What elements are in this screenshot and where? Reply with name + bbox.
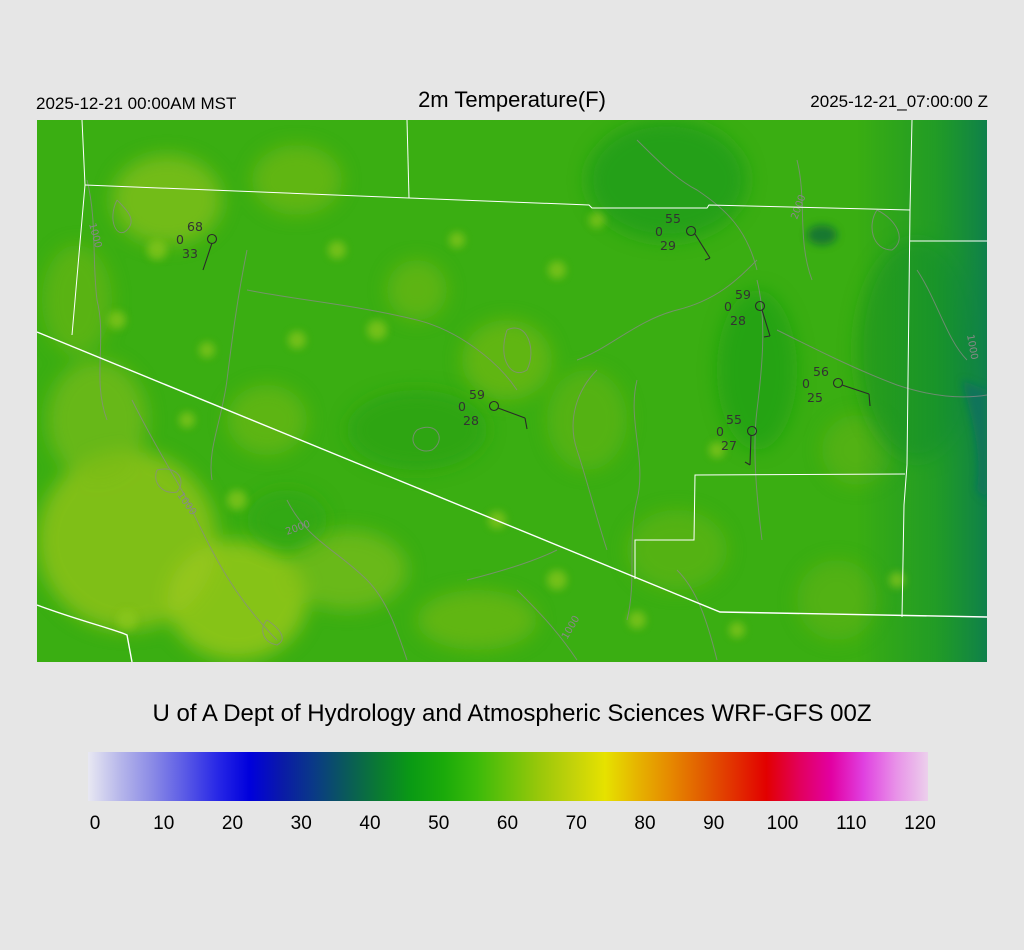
station-temp: 68 <box>187 219 203 234</box>
station-marker-icon <box>746 425 758 437</box>
colorbar-tick-label: 20 <box>221 813 244 834</box>
station-cloud: 0 <box>724 299 732 314</box>
elevation-contours <box>86 139 987 661</box>
colorbar-tick-label: 40 <box>359 813 381 834</box>
colorbar-tick-label: 60 <box>496 813 519 834</box>
colorbar-tick-label: 30 <box>290 813 312 834</box>
colorbar-tick-label: 90 <box>703 813 725 834</box>
colorbar-ticks: 0 10 20 30 40 50 60 70 80 90 100 110 120 <box>0 813 1024 839</box>
colorbar-tick-label: 50 <box>428 813 450 834</box>
station-marker-icon <box>832 377 844 389</box>
map-title: 2m Temperature(F) <box>418 87 606 112</box>
colorbar-tick-label: 110 <box>836 813 867 834</box>
station-1[interactable]: 68 0 33 <box>176 219 218 271</box>
station-temp: 59 <box>469 387 485 402</box>
station-dewpoint: 28 <box>730 313 746 328</box>
station-marker-icon <box>754 300 766 312</box>
valid-time-local: 2025-12-21 00:00AM MST <box>36 94 237 113</box>
cold-channel <box>807 225 987 500</box>
colorbar-tick-label: 100 <box>766 813 799 834</box>
station-dewpoint: 33 <box>182 246 198 261</box>
model-credit: U of A Dept of Hydrology and Atmospheric… <box>152 700 872 727</box>
station-cloud: 0 <box>802 376 810 391</box>
station-temp: 55 <box>726 412 742 427</box>
colorbar-tick-label: 0 <box>89 813 101 834</box>
map-canvas: 1000 1000 2000 2000 1000 1000 68 0 33 <box>37 120 987 662</box>
valid-time-utc: 2025-12-21_07:00:00 Z <box>810 92 988 111</box>
station-temp: 59 <box>735 287 751 302</box>
station-4[interactable]: 56 0 25 <box>802 364 871 407</box>
station-marker-icon <box>488 400 500 412</box>
warm-terrain <box>37 145 892 660</box>
colorbar-tick-label: 120 <box>904 813 936 834</box>
station-cloud: 0 <box>458 399 466 414</box>
station-dewpoint: 25 <box>807 390 823 405</box>
colorbar-tick-label: 10 <box>153 813 175 834</box>
station-plots: 68 0 33 55 0 29 59 0 28 56 <box>176 211 871 466</box>
station-temp: 56 <box>813 364 829 379</box>
station-dewpoint: 27 <box>721 438 737 453</box>
gulf-coastline <box>37 604 133 662</box>
station-temp: 55 <box>665 211 681 226</box>
boundaries <box>37 120 987 662</box>
temperature-map: 1000 1000 2000 2000 1000 1000 68 0 33 <box>37 120 987 662</box>
station-6[interactable]: 55 0 27 <box>716 412 758 466</box>
colorbar-tick-label: 70 <box>565 813 587 834</box>
contour-label: 1000 <box>964 334 979 361</box>
station-cloud: 0 <box>655 224 663 239</box>
international-border <box>37 331 987 618</box>
station-5[interactable]: 59 0 28 <box>458 387 528 430</box>
station-marker-icon <box>685 225 697 237</box>
station-dewpoint: 29 <box>660 238 676 253</box>
terrain-speckles <box>108 212 905 638</box>
station-2[interactable]: 55 0 29 <box>655 211 711 261</box>
station-cloud: 0 <box>176 232 184 247</box>
station-dewpoint: 28 <box>463 413 479 428</box>
temperature-colorbar <box>88 752 928 801</box>
colorbar-tick-label: 80 <box>634 813 656 834</box>
station-cloud: 0 <box>716 424 724 439</box>
station-3[interactable]: 59 0 28 <box>724 287 771 338</box>
